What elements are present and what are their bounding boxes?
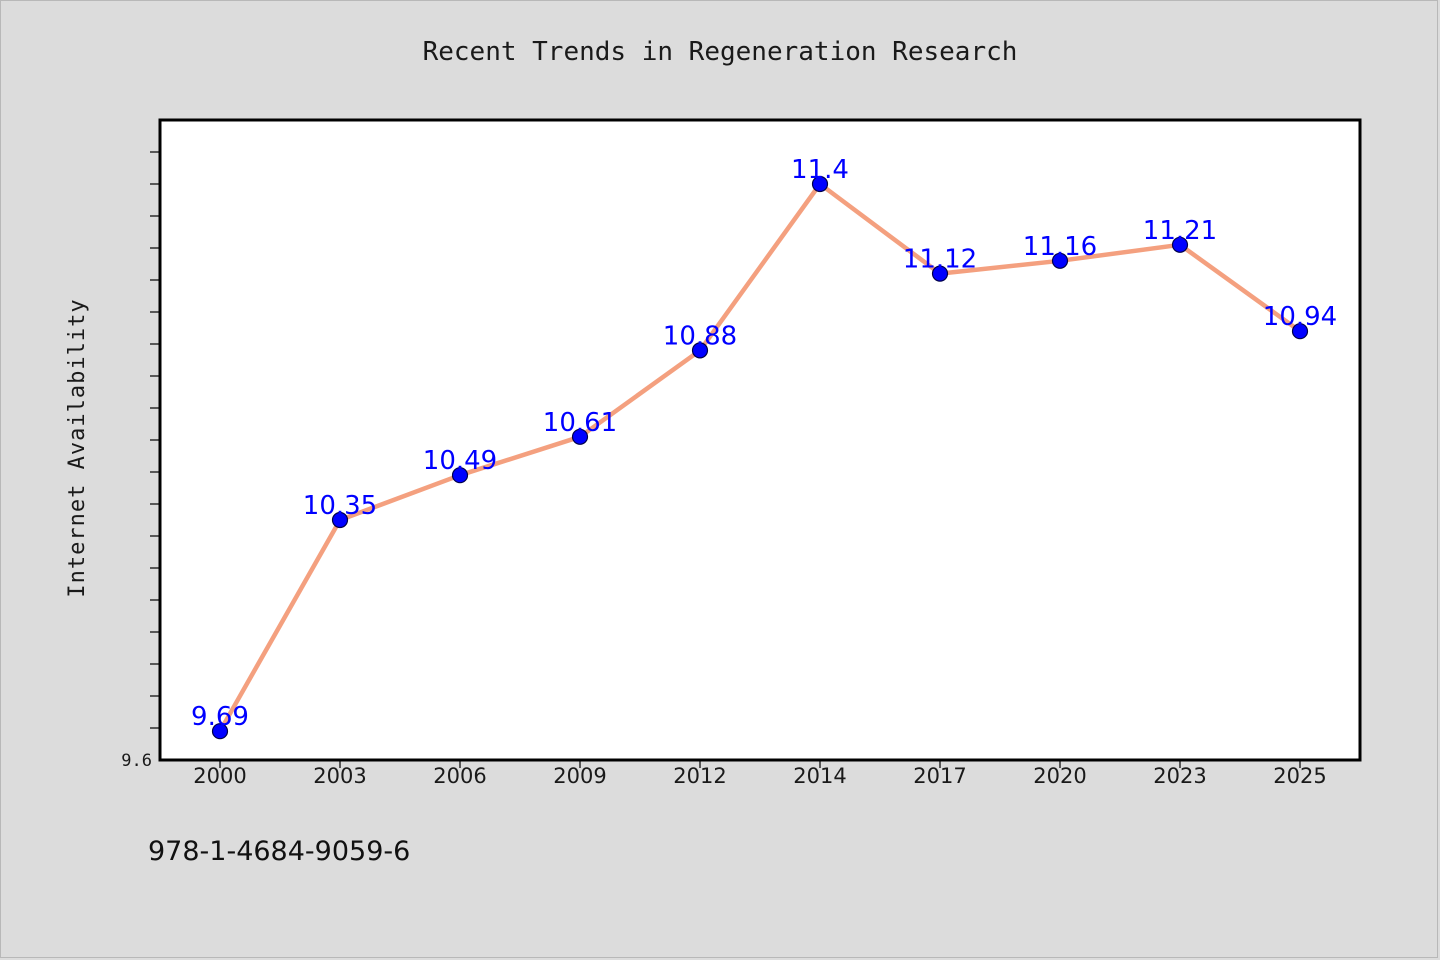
y-axis-label: Internet Availability [65, 298, 90, 597]
series-line [217, 181, 1303, 734]
series-line-layer [217, 181, 1303, 734]
data-point-marker [451, 467, 469, 484]
x-tick-label: 2017 [913, 764, 966, 788]
data-label: 11.12 [903, 245, 977, 275]
x-tick-label: 2020 [1033, 764, 1086, 788]
data-point-marker [571, 428, 589, 445]
marker-layer [211, 175, 1309, 740]
x-tick-label: 2009 [553, 764, 606, 788]
data-label: 11.21 [1143, 216, 1217, 246]
chart-title: Recent Trends in Regeneration Research [423, 37, 1018, 67]
plot-area [160, 120, 1360, 760]
x-tick-labels: 2000 2003 2006 2009 2012 2014 2017 2020 2023 2025 [193, 764, 1326, 788]
x-tick-label: 2003 [313, 764, 366, 788]
data-label: 10.88 [663, 321, 737, 351]
data-label: 10.35 [303, 491, 377, 521]
data-point-marker [331, 511, 349, 529]
x-tick-label: 2025 [1273, 764, 1326, 788]
y-tick-labels: 9.6 [121, 751, 152, 771]
data-label: 10.61 [543, 408, 617, 438]
data-point-marker [931, 265, 949, 282]
data-label: 9.69 [191, 702, 249, 732]
y-tick-label: 9.6 [121, 751, 152, 771]
data-label: 10.94 [1263, 302, 1337, 332]
plot-border [158, 118, 1362, 762]
data-point-marker [1051, 252, 1069, 269]
data-point-marker [811, 175, 829, 193]
data-point-marker [1291, 323, 1309, 340]
x-tick-label: 2000 [193, 764, 246, 788]
isbn-code: 978-1-4684-9059-6 [148, 836, 411, 867]
data-label: 11.4 [791, 155, 849, 185]
data-point-marker [1171, 236, 1189, 253]
x-tick-label: 2023 [1153, 764, 1206, 788]
x-tick-label: 2012 [673, 764, 726, 788]
data-point-marker [211, 723, 229, 740]
data-label-layer: 9.69 10.35 10.49 10.61 10.88 11.4 11.12 11.16 11… [191, 155, 1337, 732]
data-label: 11.16 [1023, 232, 1097, 262]
x-tick-label: 2006 [433, 764, 486, 788]
x-tick-label: 2014 [793, 764, 846, 788]
data-point-marker [691, 342, 709, 359]
data-label: 10.49 [423, 446, 497, 476]
